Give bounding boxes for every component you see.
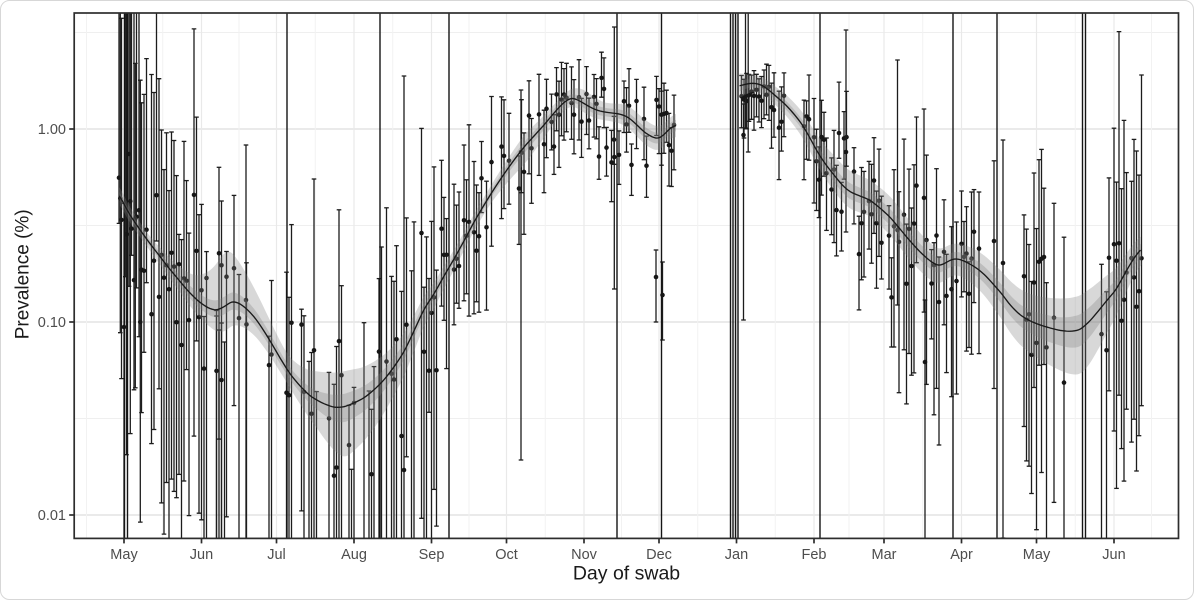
svg-text:Day of swab: Day of swab	[573, 563, 680, 585]
svg-text:0.10: 0.10	[38, 315, 66, 331]
svg-text:0.01: 0.01	[38, 508, 66, 524]
svg-text:Jul: Jul	[267, 547, 286, 563]
svg-text:Nov: Nov	[571, 547, 598, 563]
svg-text:Oct: Oct	[495, 547, 518, 563]
svg-text:Jun: Jun	[190, 547, 213, 563]
svg-text:May: May	[110, 547, 138, 563]
svg-text:May: May	[1023, 547, 1051, 563]
svg-text:Apr: Apr	[950, 547, 973, 563]
svg-text:Jun: Jun	[1102, 547, 1125, 563]
svg-text:Dec: Dec	[646, 547, 672, 563]
svg-text:Sep: Sep	[419, 547, 445, 563]
svg-text:Aug: Aug	[341, 547, 367, 563]
svg-text:Mar: Mar	[872, 547, 897, 563]
svg-text:Jan: Jan	[725, 547, 748, 563]
svg-text:Prevalence (%): Prevalence (%)	[13, 209, 34, 339]
svg-text:Feb: Feb	[802, 547, 827, 563]
svg-text:1.00: 1.00	[38, 122, 66, 138]
